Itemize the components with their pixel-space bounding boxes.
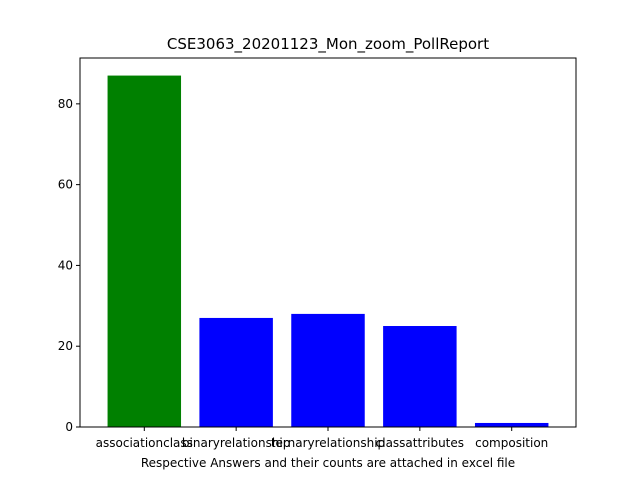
x-tick-label-ternaryrelationship: ternaryrelationship — [271, 436, 385, 450]
y-tick-label: 0 — [65, 420, 73, 434]
y-tick-label: 60 — [58, 178, 73, 192]
x-tick-label-binaryrelationship: binaryrelationship — [182, 436, 290, 450]
x-axis-ticks: associationclassbinaryrelationshipternar… — [96, 427, 548, 450]
x-tick-label-associationclass: associationclass — [96, 436, 193, 450]
y-tick-label: 80 — [58, 97, 73, 111]
bar-composition — [474, 422, 549, 427]
x-axis-label: Respective Answers and their counts are … — [141, 456, 515, 470]
bars-layer — [107, 75, 549, 427]
y-tick-label: 20 — [58, 339, 73, 353]
x-tick-label-composition: composition — [475, 436, 548, 450]
x-tick-label-classattributes: classattributes — [376, 436, 464, 450]
chart-title: CSE3063_20201123_Mon_zoom_PollReport — [167, 35, 489, 54]
bar-associationclass — [107, 75, 182, 427]
plot-area-frame — [79, 57, 577, 428]
y-axis-ticks: 0 20 40 60 80 — [58, 97, 80, 434]
bar-binaryrelationship — [199, 317, 273, 427]
y-tick-label: 40 — [58, 258, 73, 272]
bar-ternaryrelationship — [291, 313, 365, 427]
bar-classattributes — [383, 326, 457, 427]
